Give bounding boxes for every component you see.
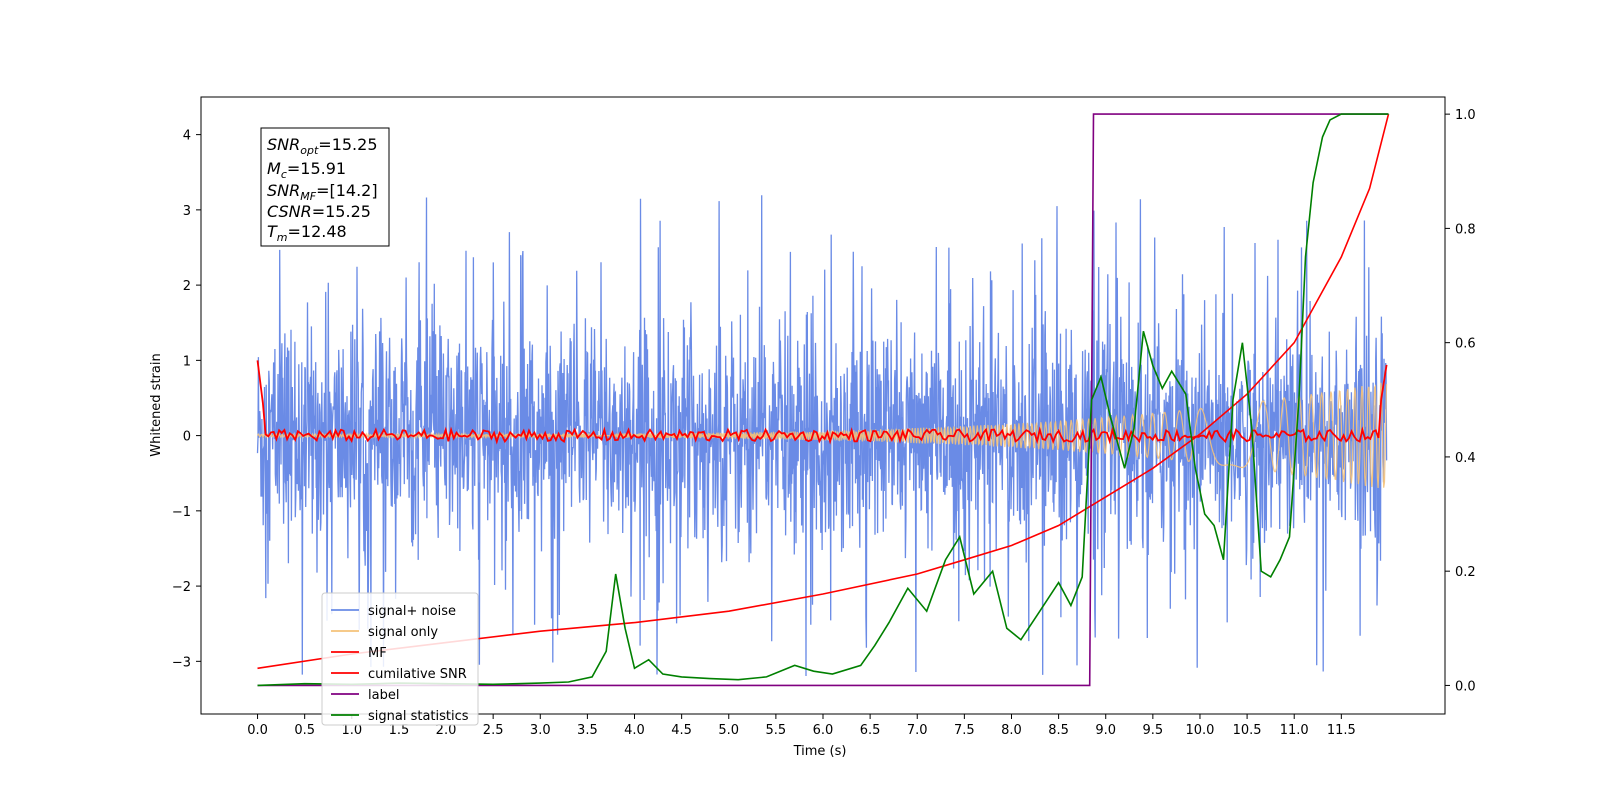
annotation-csnr: CSNR=15.25 xyxy=(267,202,371,221)
signal-statistics-line xyxy=(257,113,1389,687)
cumulative-snr-line xyxy=(257,113,1390,670)
x-tick-label: 10.0 xyxy=(1185,723,1214,738)
annotation-frame xyxy=(260,127,390,247)
legend-label: cumilative SNR xyxy=(368,667,467,682)
y-axis-right: 1.0 0.8 0.6 0.4 0.2 0.0 xyxy=(1445,108,1476,694)
legend-frame xyxy=(321,592,479,726)
x-tick-label: 0.0 xyxy=(247,723,268,738)
y-tick-label: 3 xyxy=(183,204,191,219)
x-tick-label: 2.5 xyxy=(483,723,504,738)
y-tick-label: 0 xyxy=(183,430,191,445)
x-tick-label: 6.5 xyxy=(860,723,881,738)
y-axis-left: 4 3 2 1 0 −1 −2 −3 xyxy=(172,129,201,670)
series-layer xyxy=(256,113,1390,687)
x-tick-label: 9.0 xyxy=(1095,723,1116,738)
y-right-tick-label: 0.4 xyxy=(1455,451,1476,466)
x-tick-label: 6.0 xyxy=(813,723,834,738)
x-tick-label: 8.5 xyxy=(1048,723,1069,738)
x-tick-label: 5.0 xyxy=(718,723,739,738)
x-tick-label: 3.5 xyxy=(577,723,598,738)
x-axis: 0.0 0.5 1.0 1.5 2.0 2.5 3.0 3.5 4.0 4.5 5.0 5.5 6.0 6… xyxy=(247,714,1356,738)
mf-line xyxy=(256,360,1388,445)
x-tick-label: 4.0 xyxy=(624,723,645,738)
annotation-snr-opt: SNRopt=15.25 xyxy=(267,135,378,157)
x-tick-label: 11.0 xyxy=(1280,723,1309,738)
x-tick-label: 3.0 xyxy=(530,723,551,738)
y-right-tick-label: 0.0 xyxy=(1455,679,1476,694)
y-right-tick-label: 0.6 xyxy=(1455,337,1476,352)
y-right-tick-label: 0.8 xyxy=(1455,222,1476,237)
y-tick-label: −1 xyxy=(172,505,191,520)
x-tick-label: 4.5 xyxy=(671,723,692,738)
x-tick-label: 2.0 xyxy=(436,723,457,738)
legend-label: label xyxy=(368,688,399,703)
y-tick-label: 1 xyxy=(183,354,191,369)
legend-label: signal only xyxy=(368,625,438,640)
legend-label: signal statistics xyxy=(368,709,469,724)
y-axis-label: Whitened strain xyxy=(149,353,164,456)
x-axis-label: Time (s) xyxy=(793,744,847,759)
signal-only-line xyxy=(256,382,1388,489)
y-tick-label: −3 xyxy=(172,655,191,670)
x-tick-label: 8.0 xyxy=(1001,723,1022,738)
legend-label: signal+ noise xyxy=(368,604,456,619)
y-tick-label: 2 xyxy=(183,279,191,294)
x-tick-label: 0.5 xyxy=(294,723,315,738)
x-tick-label: 5.5 xyxy=(766,723,787,738)
y-tick-label: −2 xyxy=(172,580,191,595)
annotation-snr-mf: SNRMF=[14.2] xyxy=(267,181,378,203)
y-tick-label: 4 xyxy=(183,129,191,144)
legend: signal+ noise signal only MF cumilative SNR… xyxy=(321,592,479,726)
x-tick-label: 10.5 xyxy=(1233,723,1262,738)
annotation-box: SNRopt=15.25 Mc=15.91 SNRMF=[14.2] CSNR=… xyxy=(260,127,390,247)
x-tick-label: 7.5 xyxy=(954,723,975,738)
legend-items: signal+ noise signal only MF cumilative SNR… xyxy=(331,604,469,724)
x-tick-label: 1.5 xyxy=(389,723,410,738)
annotation-tm: Tm=12.48 xyxy=(267,222,347,244)
y-right-tick-label: 0.2 xyxy=(1455,565,1476,580)
legend-label: MF xyxy=(368,646,387,661)
x-tick-label: 9.5 xyxy=(1143,723,1164,738)
x-tick-label: 11.5 xyxy=(1327,723,1356,738)
x-tick-label: 1.0 xyxy=(341,723,362,738)
x-tick-label: 7.0 xyxy=(907,723,928,738)
annotation-mc: Mc=15.91 xyxy=(267,159,346,181)
y-right-tick-label: 1.0 xyxy=(1455,108,1476,123)
